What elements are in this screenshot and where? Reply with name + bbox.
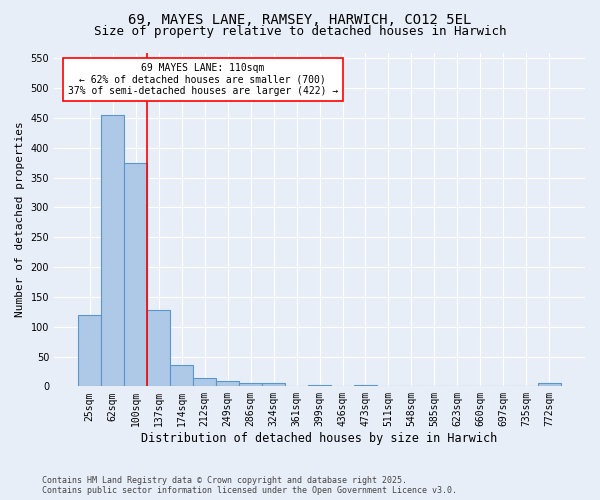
- Bar: [262, 383, 285, 386]
- X-axis label: Distribution of detached houses by size in Harwich: Distribution of detached houses by size …: [142, 432, 497, 445]
- Bar: [193, 378, 216, 386]
- Bar: [147, 310, 170, 386]
- Bar: [124, 163, 147, 386]
- Bar: [239, 384, 262, 386]
- Text: 69, MAYES LANE, RAMSEY, HARWICH, CO12 5EL: 69, MAYES LANE, RAMSEY, HARWICH, CO12 5E…: [128, 12, 472, 26]
- Bar: [216, 381, 239, 386]
- Bar: [101, 115, 124, 386]
- Text: Contains HM Land Registry data © Crown copyright and database right 2025.
Contai: Contains HM Land Registry data © Crown c…: [42, 476, 457, 495]
- Bar: [78, 315, 101, 386]
- Bar: [538, 384, 561, 386]
- Bar: [354, 384, 377, 386]
- Y-axis label: Number of detached properties: Number of detached properties: [15, 122, 25, 318]
- Bar: [170, 366, 193, 386]
- Text: Size of property relative to detached houses in Harwich: Size of property relative to detached ho…: [94, 25, 506, 38]
- Bar: [308, 384, 331, 386]
- Text: 69 MAYES LANE: 110sqm
← 62% of detached houses are smaller (700)
37% of semi-det: 69 MAYES LANE: 110sqm ← 62% of detached …: [68, 62, 338, 96]
